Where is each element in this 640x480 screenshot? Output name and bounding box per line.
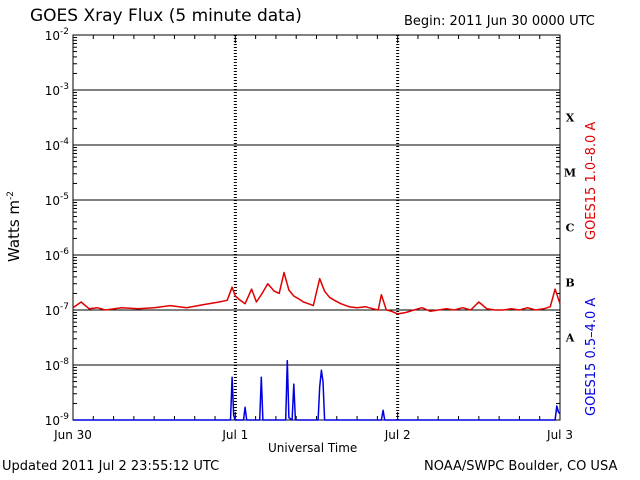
series-short-line xyxy=(73,359,561,421)
short-channel-legend: GOES15 0.5–4.0 A xyxy=(584,297,599,416)
x-tick-label: Jul 2 xyxy=(384,428,411,442)
x-tick-label: Jun 30 xyxy=(53,428,92,442)
x-tick-label: Jul 3 xyxy=(546,428,573,442)
chart-title: GOES Xray Flux (5 minute data) xyxy=(30,6,302,26)
series-long-line xyxy=(72,271,561,315)
flare-class-label: B xyxy=(565,277,574,290)
y-tick-label: 10-4 xyxy=(45,137,70,153)
long-channel-legend: GOES15 1.0–8.0 A xyxy=(584,121,599,240)
plot-frame xyxy=(72,34,561,421)
flare-class-label: X xyxy=(566,112,575,125)
flare-class-label: A xyxy=(565,332,575,345)
y-tick-label: 10-8 xyxy=(45,357,70,373)
flare-class-label: C xyxy=(566,222,575,235)
y-axis-label: Watts m-2 xyxy=(5,190,23,262)
y-tick-label: 10-3 xyxy=(45,82,69,98)
y-tick-label: 10-2 xyxy=(45,27,69,43)
x-tick-label: Jul 1 xyxy=(221,428,248,442)
flare-class-label: M xyxy=(564,167,576,180)
begin-time-label: Begin: 2011 Jun 30 0000 UTC xyxy=(404,14,595,29)
y-tick-label: 10-9 xyxy=(45,412,70,428)
y-tick-label: 10-7 xyxy=(45,302,69,318)
x-axis-label: Universal Time xyxy=(268,441,358,455)
updated-timestamp: Updated 2011 Jul 2 23:55:12 UTC xyxy=(2,459,220,474)
y-tick-label: 10-5 xyxy=(45,192,69,208)
y-tick-label: 10-6 xyxy=(45,247,70,263)
credit-label: NOAA/SWPC Boulder, CO USA xyxy=(424,459,618,474)
